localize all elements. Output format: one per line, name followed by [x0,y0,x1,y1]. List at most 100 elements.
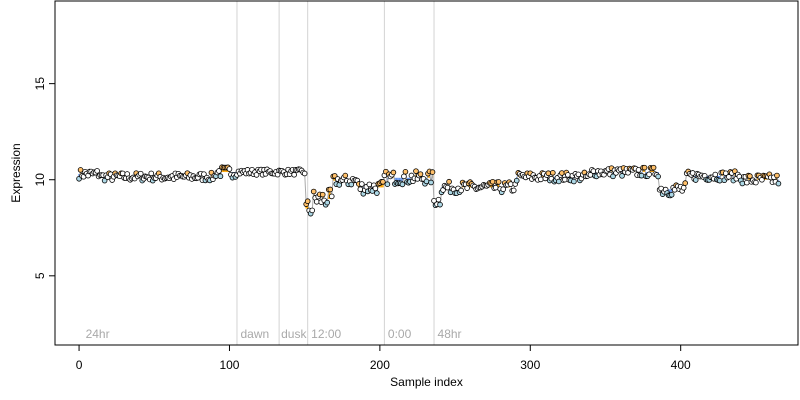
data-point [571,178,577,185]
data-point [753,179,759,186]
x-tick-label: 300 [520,358,540,372]
data-point [775,180,782,187]
data-point [590,168,597,174]
data-point [489,178,496,185]
x-axis: 0 100 200 300 400 [76,344,691,372]
y-tick-label: 15 [33,77,47,91]
data-point [446,178,452,185]
phase-labels: 24hr dawn dusk 12:00 0:00 48hr [86,327,462,341]
data-point [716,177,723,184]
data-point [101,177,108,184]
data-point [635,167,642,173]
data-point [119,170,126,177]
data-point [253,172,260,178]
data-point [291,171,297,178]
data-point [401,173,407,180]
data-point [372,185,379,192]
data-point [94,168,100,174]
phase-label: 0:00 [388,327,412,341]
data-point [668,192,675,198]
data-point [384,181,391,187]
data-point [359,181,365,187]
data-point [301,170,308,177]
data-point [137,170,144,177]
data-point [380,179,386,185]
data-point [562,176,568,183]
data-point [399,181,406,188]
data-point [324,199,331,206]
data-point [148,170,155,177]
phase-label: 24hr [86,327,110,341]
y-axis-label: Expression [9,143,23,202]
data-point [495,179,502,185]
data-point [565,172,571,178]
data-point [732,168,738,174]
y-tick-label: 10 [33,173,47,187]
data-point [304,198,311,205]
data-point [744,179,750,186]
data-point [348,181,355,188]
data-point [638,172,645,179]
data-point [423,178,430,185]
data-point [726,174,732,180]
data-point [619,173,625,179]
data-point [357,186,364,193]
data-point [712,171,719,178]
x-tick-label: 100 [219,358,239,372]
data-point [309,207,315,214]
phase-label: dusk [281,327,307,341]
data-point [402,169,409,175]
data-point [77,167,84,173]
data-point [689,170,696,176]
data-point [507,181,514,187]
data-point [435,196,442,203]
data-point [680,185,687,191]
data-point [417,171,424,177]
data-point [201,171,207,177]
data-point [513,177,520,184]
data-point [216,168,222,174]
data-point [444,184,451,191]
data-point [437,201,443,208]
data-point [327,186,334,193]
data-point [655,173,661,180]
data-point [458,187,464,194]
data-point [641,164,648,171]
data-point [556,178,562,185]
data-point [319,191,326,198]
data-point [646,171,652,178]
y-tick-label: 5 [33,272,47,279]
data-point [429,169,436,175]
data-point [492,184,499,191]
x-axis-label: Sample index [390,375,463,389]
data-point [342,172,349,179]
data-point [747,173,753,179]
data-point [650,164,657,171]
data-point [390,169,397,176]
data-point [217,173,224,180]
data-point [550,169,556,176]
phase-label: 12:00 [311,327,341,341]
data-point [374,190,380,196]
data-point [464,185,470,191]
data-point [310,188,317,195]
data-point [413,168,419,174]
phase-label: 48hr [438,327,462,341]
y-axis: 5 10 15 [33,77,56,279]
x-tick-label: 0 [76,358,83,372]
data-point [559,170,565,176]
data-point [692,177,699,183]
data-point [774,172,780,179]
data-point [313,198,320,205]
data-point [610,173,616,180]
data-points [76,164,782,217]
data-point [682,180,688,186]
data-point [545,170,552,177]
data-point [538,176,544,183]
data-point [366,181,373,188]
data-point [510,187,517,194]
x-tick-label: 200 [370,358,390,372]
data-point [500,186,507,193]
x-tick-label: 400 [671,358,691,372]
